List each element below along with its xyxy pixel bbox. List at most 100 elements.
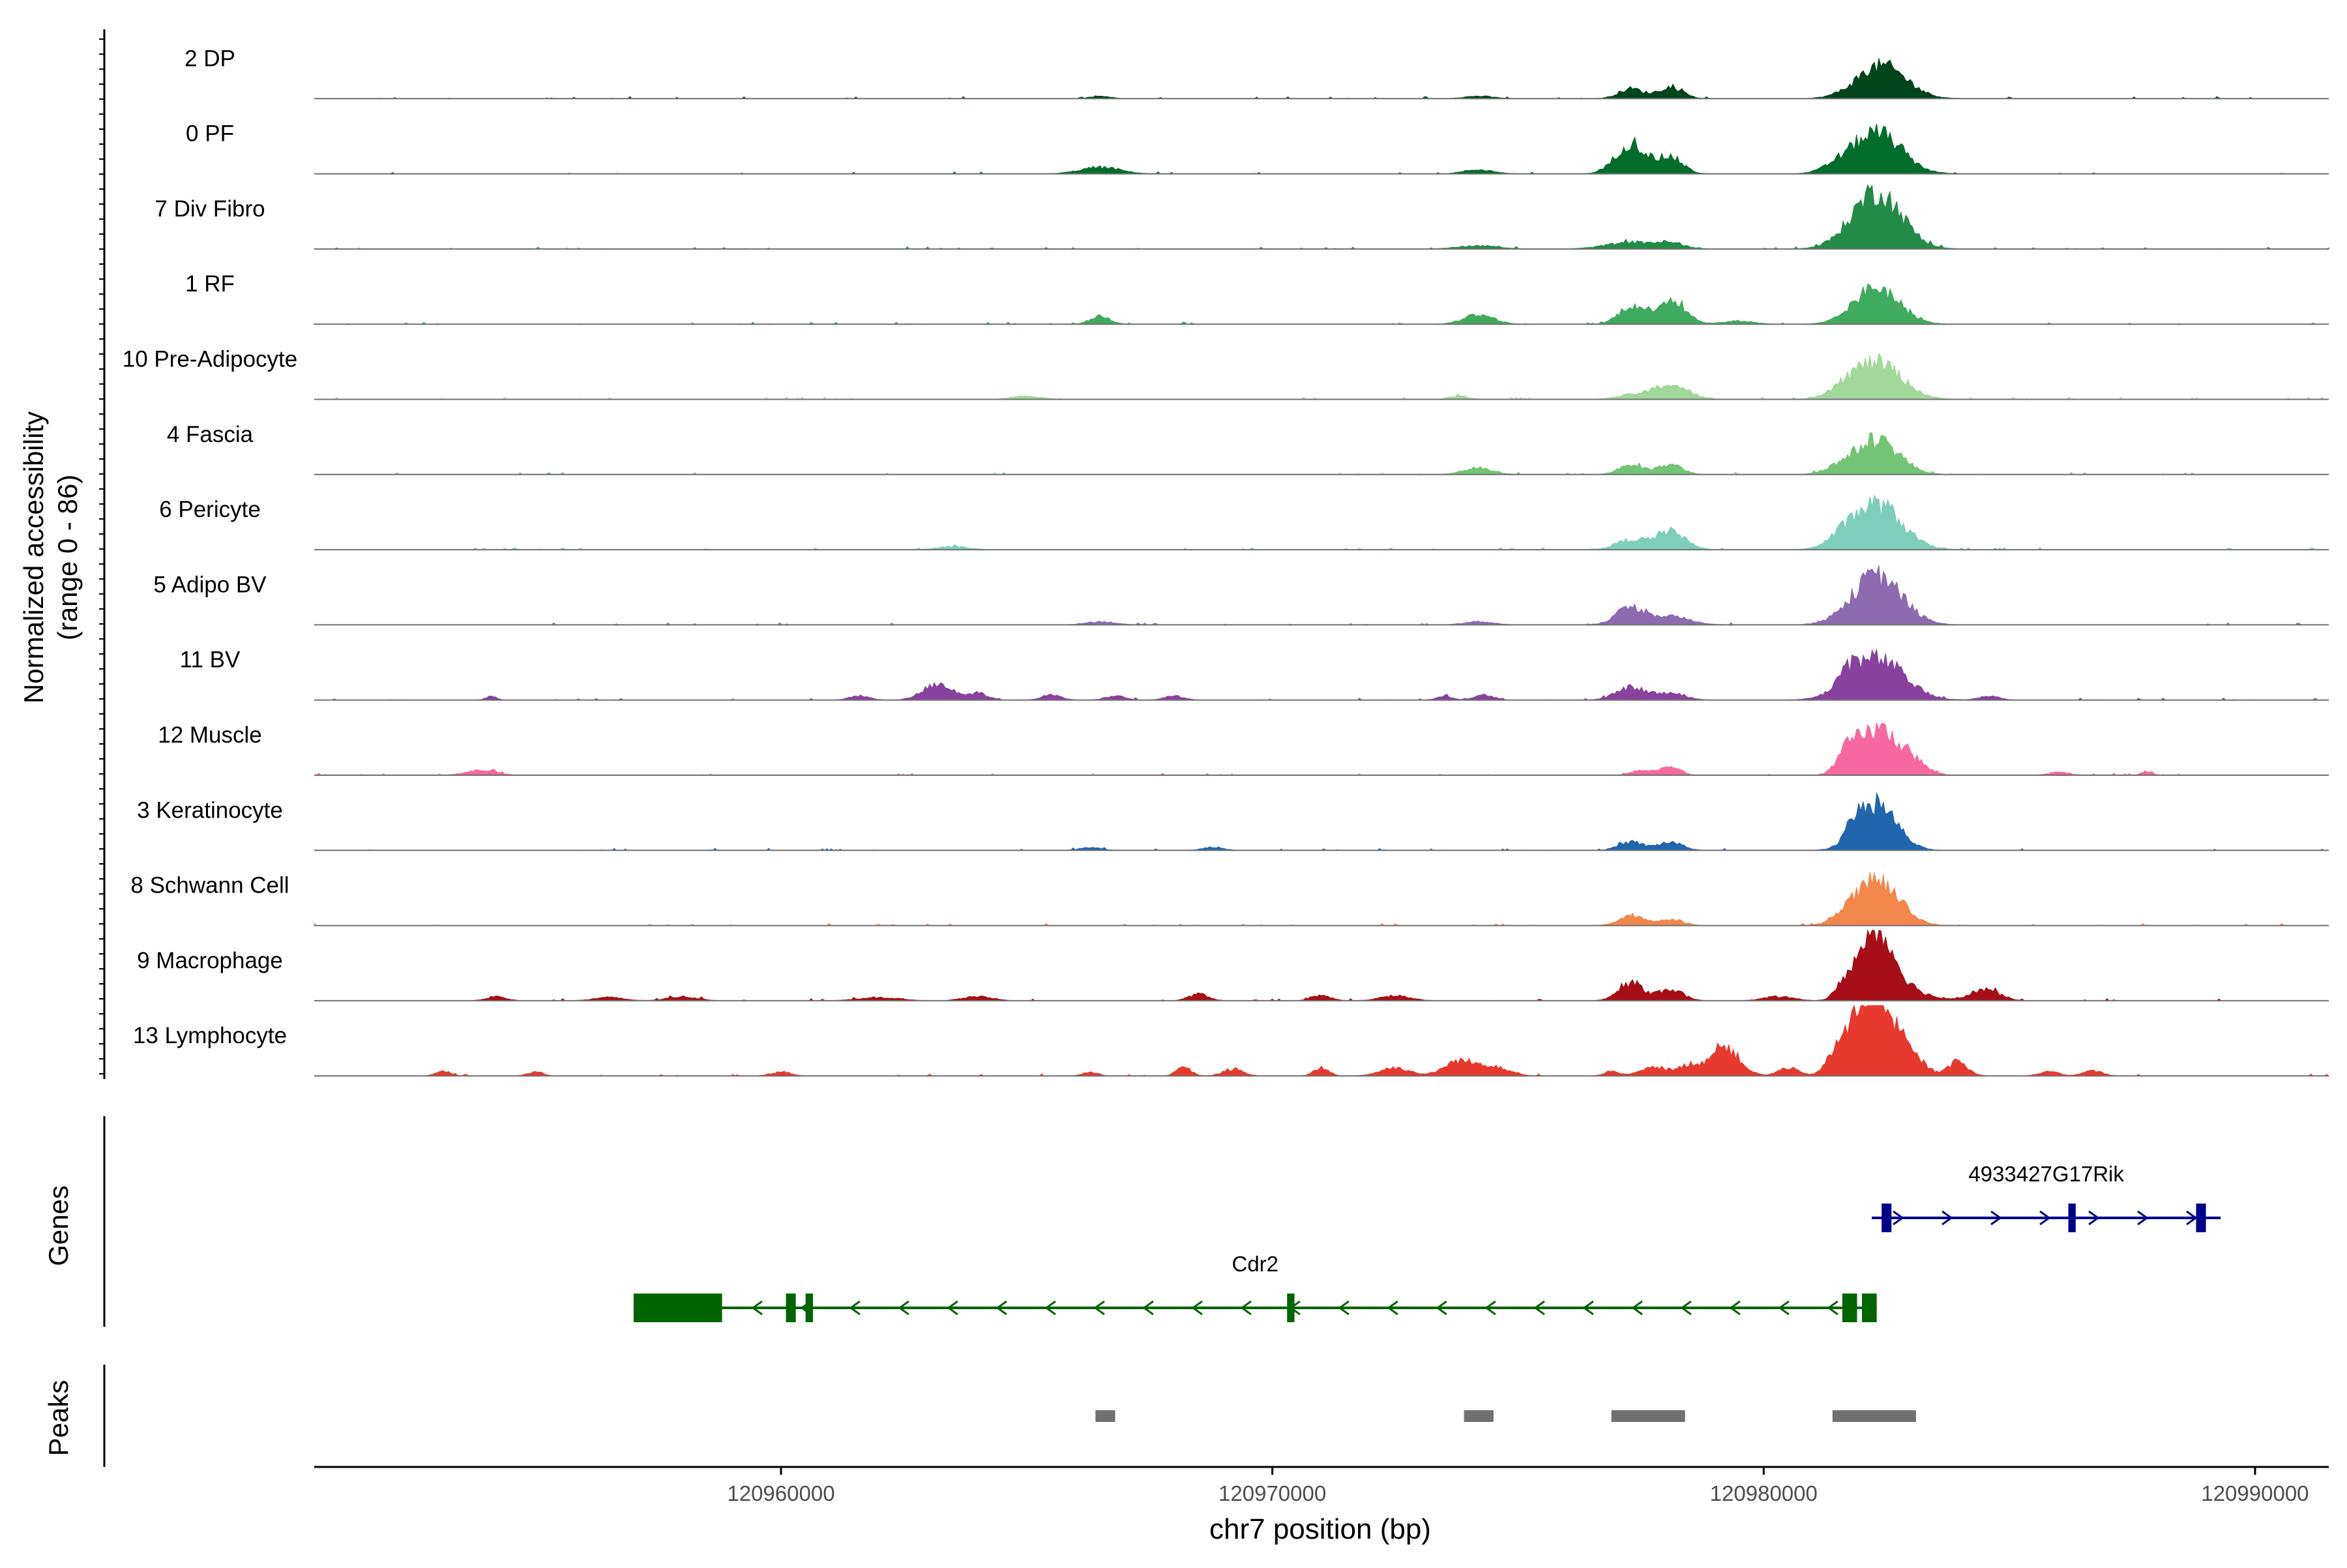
- track-label: 9 Macrophage: [137, 948, 283, 973]
- strand-arrow: [2137, 1210, 2149, 1226]
- x-tick-label: 120980000: [1710, 1481, 1818, 1505]
- strand-arrow: [1778, 1300, 1790, 1316]
- exon: [2196, 1204, 2206, 1232]
- strand-arrow: [898, 1300, 909, 1316]
- track-2: 7 Div Fibro: [155, 184, 2329, 250]
- track-label: 0 PF: [186, 121, 234, 147]
- track-12: 9 Macrophage: [137, 928, 2329, 1001]
- strand-arrow: [1142, 1300, 1154, 1316]
- track-label: 7 Div Fibro: [155, 196, 265, 222]
- strand-arrow: [849, 1300, 861, 1316]
- strand-arrow: [1093, 1300, 1105, 1316]
- track-7: 5 Adipo BV: [153, 565, 2329, 626]
- coverage-area: [314, 722, 2329, 776]
- track-6: 6 Pericyte: [159, 494, 2329, 551]
- track-11: 8 Schwann Cell: [130, 872, 2329, 926]
- strand-arrow: [1827, 1300, 1838, 1316]
- track-label: 6 Pericyte: [159, 497, 261, 522]
- strand-arrow: [2039, 1210, 2051, 1226]
- track-5: 4 Fascia: [167, 422, 2329, 475]
- exon: [1862, 1294, 1877, 1322]
- coverage-area: [314, 928, 2329, 1001]
- strand-arrow: [1387, 1300, 1398, 1316]
- track-label: 1 RF: [185, 271, 235, 297]
- track-label: 11 BV: [180, 647, 241, 673]
- strand-arrow: [1729, 1300, 1741, 1316]
- x-tick-label: 120960000: [727, 1481, 834, 1505]
- strand-arrow: [1990, 1210, 2002, 1226]
- strand-arrow: [1484, 1300, 1496, 1316]
- track-10: 3 Keratinocyte: [137, 791, 2329, 851]
- genes-layer: 4933427G17Rik Cdr2: [103, 1116, 2221, 1327]
- strand-arrow: [1631, 1300, 1643, 1316]
- gene-4933427G17Rik: 4933427G17Rik: [1872, 1162, 2221, 1232]
- track-4: 10 Pre-Adipocyte: [123, 347, 2329, 400]
- strand-arrow: [1533, 1300, 1545, 1316]
- track-label: 10 Pre-Adipocyte: [123, 347, 297, 372]
- coverage-area: [314, 648, 2329, 701]
- exon: [786, 1294, 796, 1322]
- exon: [1287, 1294, 1295, 1322]
- gene-name: Cdr2: [1232, 1252, 1278, 1276]
- strand-arrow: [1680, 1300, 1692, 1316]
- coverage-area: [314, 352, 2329, 400]
- track-1: 0 PF: [186, 121, 2329, 175]
- track-13: 13 Lymphocyte: [133, 1004, 2330, 1077]
- genes-panel-label: Genes: [43, 1185, 74, 1266]
- coverage-area: [314, 1004, 2330, 1076]
- y-axis-label: Normalized accessibility: [18, 411, 49, 703]
- peak-region: [1832, 1410, 1916, 1422]
- peaks-panel-label: Peaks: [43, 1380, 74, 1457]
- track-3: 1 RF: [185, 271, 2329, 325]
- track-label: 3 Keratinocyte: [137, 797, 283, 823]
- track-label: 8 Schwann Cell: [130, 873, 289, 898]
- strand-arrow: [1191, 1300, 1203, 1316]
- coverage-area: [314, 872, 2329, 926]
- exon: [633, 1294, 722, 1322]
- coverage-area: [314, 283, 2329, 325]
- exon: [2068, 1204, 2076, 1232]
- strand-arrow: [751, 1300, 763, 1316]
- strand-arrow: [1044, 1300, 1056, 1316]
- track-label: 2 DP: [185, 46, 235, 71]
- strand-arrow: [1240, 1300, 1252, 1316]
- strand-arrow: [1941, 1210, 1953, 1226]
- coverage-area: [314, 58, 2329, 99]
- tracks-layer: 2 DP 0 PF 7 Div Fibro 1 RF 10 Pre-Adipocyte 4…: [99, 29, 2330, 1079]
- exon: [805, 1294, 813, 1322]
- track-label: 13 Lymphocyte: [133, 1023, 287, 1048]
- coverage-area: [314, 184, 2329, 250]
- track-9: 12 Muscle: [158, 722, 2329, 776]
- coverage-area: [314, 494, 2329, 550]
- x-axis-label: chr7 position (bp): [1209, 1513, 1431, 1545]
- strand-arrow: [947, 1300, 958, 1316]
- track-0: 2 DP: [185, 46, 2329, 100]
- coverage-area: [314, 791, 2329, 851]
- coverage-area: [314, 432, 2329, 475]
- x-tick-label: 120990000: [2201, 1481, 2309, 1505]
- peak-region: [1611, 1410, 1685, 1422]
- track-label: 4 Fascia: [167, 422, 254, 447]
- peak-region: [1095, 1410, 1115, 1422]
- strand-arrow: [2088, 1210, 2100, 1226]
- x-tick-label: 120970000: [1218, 1481, 1326, 1505]
- strand-arrow: [1338, 1300, 1350, 1316]
- track-label: 12 Muscle: [158, 722, 262, 748]
- coverage-area: [314, 123, 2329, 175]
- strand-arrow: [2186, 1210, 2198, 1226]
- track-8: 11 BV: [180, 647, 2329, 701]
- x-axis: 120960000 120970000 120980000 120990000: [314, 1466, 2329, 1505]
- strand-arrow: [996, 1300, 1007, 1316]
- peaks-layer: [103, 1365, 1916, 1467]
- gene-name: 4933427G17Rik: [1968, 1162, 2124, 1186]
- coverage-area: [314, 565, 2329, 625]
- track-label: 5 Adipo BV: [153, 572, 267, 597]
- exon: [1842, 1294, 1857, 1322]
- exon: [1882, 1204, 1892, 1232]
- peak-region: [1464, 1410, 1494, 1422]
- strand-arrow: [1893, 1210, 1904, 1226]
- strand-arrow: [1582, 1300, 1594, 1316]
- gene-Cdr2: Cdr2: [633, 1252, 1877, 1322]
